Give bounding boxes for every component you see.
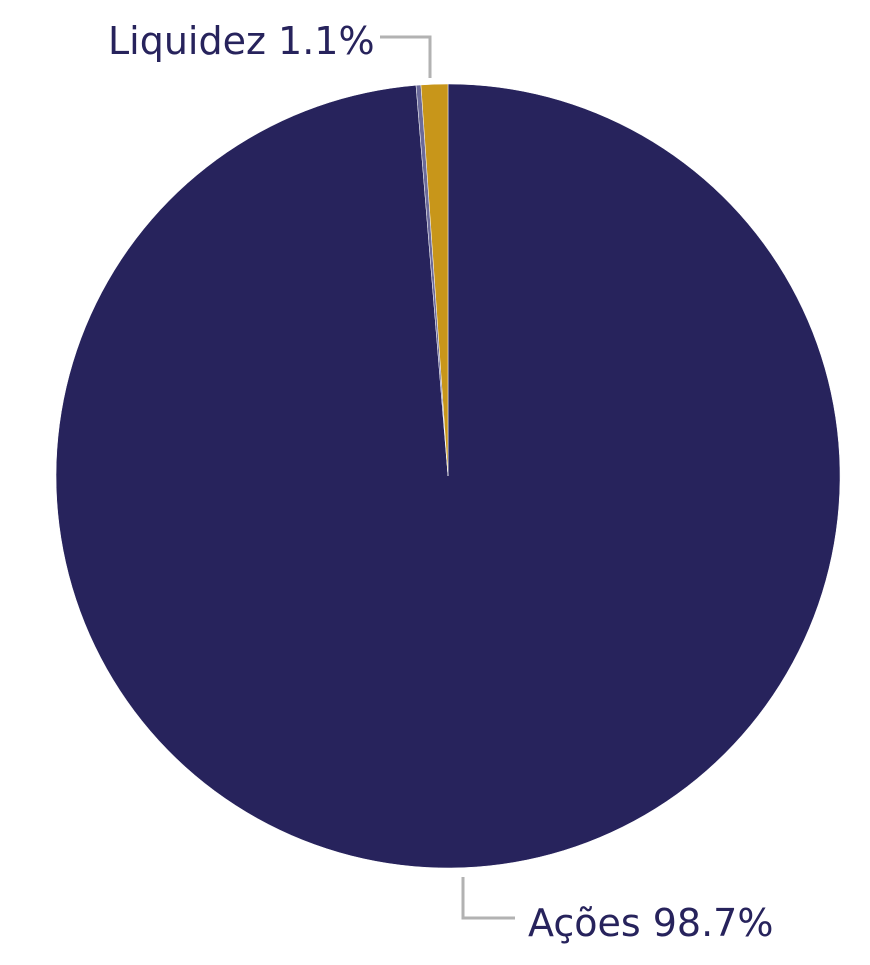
label-acoes: Ações 98.7% xyxy=(461,877,773,945)
leader-line-acoes xyxy=(461,877,515,920)
pie-slice-liquidez xyxy=(420,83,449,477)
label-liquidez: Liquidez 1.1% xyxy=(108,19,432,78)
data-label-liquidez: Liquidez 1.1% xyxy=(108,19,375,63)
leader-line-liquidez xyxy=(380,35,432,78)
data-label-acoes: Ações 98.7% xyxy=(528,901,773,945)
pie-slices xyxy=(55,83,841,869)
